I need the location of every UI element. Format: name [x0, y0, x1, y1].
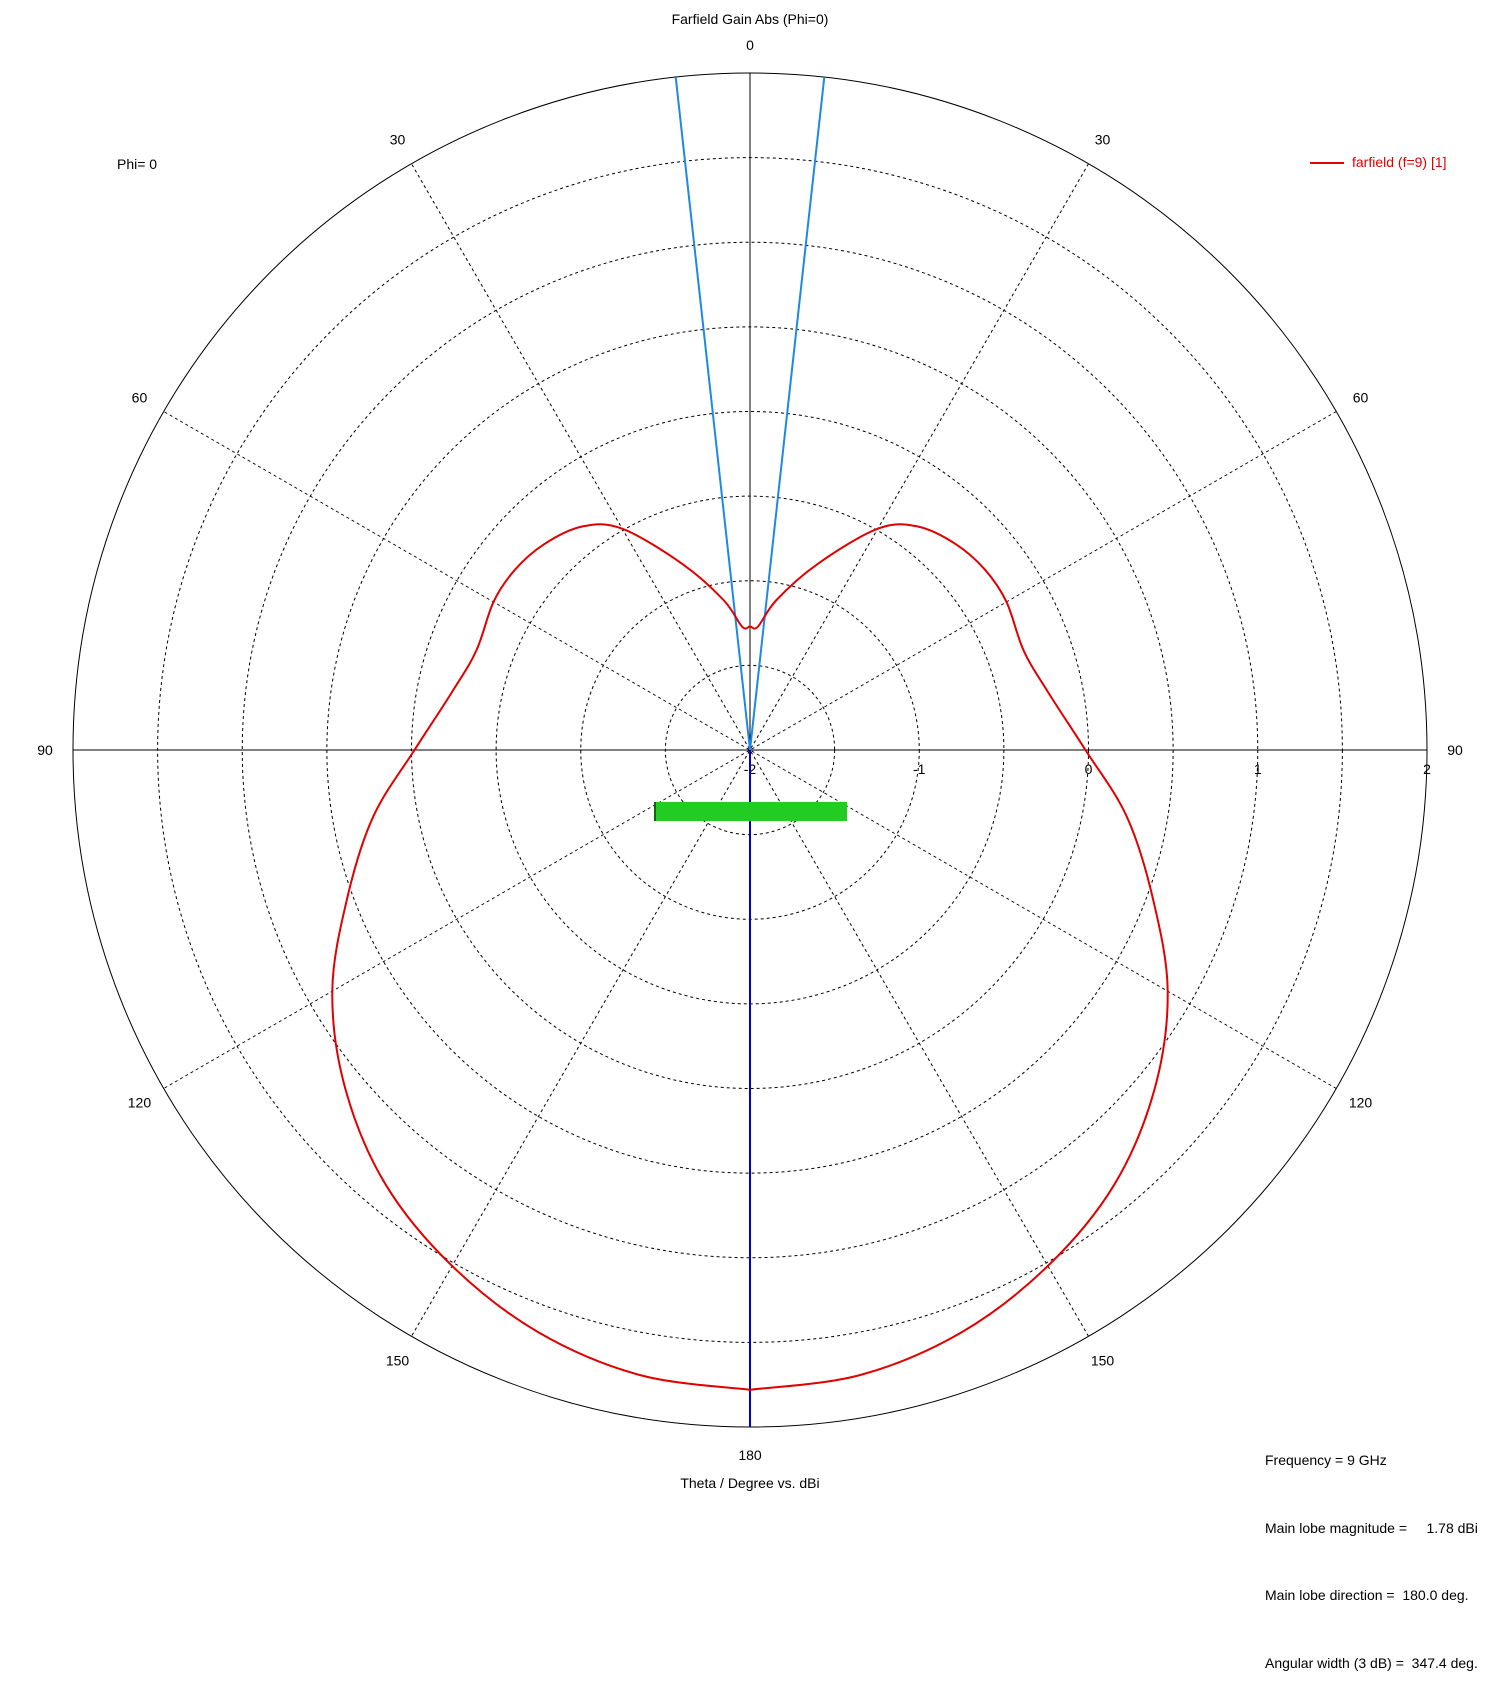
angle-tick-label-10: 60 [132, 390, 148, 406]
info-main-lobe-magnitude: Main lobe magnitude = 1.78 dBi [1265, 1519, 1478, 1536]
angle-tick-label-5: 150 [1091, 1353, 1115, 1369]
chart-title: Farfield Gain Abs (Phi=0) [672, 11, 829, 27]
angle-tick-label-7: 150 [386, 1353, 410, 1369]
angle-tick-label-1: 30 [1095, 131, 1111, 147]
reference-markers [654, 76, 847, 1427]
legend: farfield (f=9) [1] [1310, 154, 1447, 170]
grid-spoke-60 [163, 411, 1337, 1089]
trace-layer [331, 523, 1169, 1391]
angle-tick-label-11: 30 [390, 131, 406, 147]
angle-tick-label-3: 90 [1447, 742, 1463, 758]
info-frequency: Frequency = 9 GHz [1265, 1452, 1387, 1468]
x-axis-label: Theta / Degree vs. dBi [680, 1475, 819, 1491]
angle-tick-label-2: 60 [1353, 390, 1369, 406]
grid-spoke-30 [411, 163, 1089, 1337]
angle-tick-label-0: 0 [746, 37, 754, 53]
info-angular-width: Angular width (3 dB) = 347.4 deg. [1265, 1654, 1478, 1671]
angle-tick-label-8: 120 [128, 1095, 152, 1111]
phi-label: Phi= 0 [117, 156, 158, 172]
info-panel: Frequency = 9 GHz Main lobe magnitude = … [1265, 1404, 1478, 1697]
radial-tick-label-3: 1 [1254, 761, 1262, 777]
radial-tick-label-1: -1 [913, 761, 926, 777]
beamwidth-line-0 [749, 76, 826, 751]
beamwidth-line-1 [674, 76, 751, 751]
angle-tick-label-9: 90 [37, 742, 53, 758]
angle-tick-label-6: 180 [738, 1447, 762, 1463]
farfield-trace [331, 523, 1169, 1391]
grid-spoke-150 [411, 163, 1089, 1337]
legend-entry: farfield (f=9) [1] [1352, 154, 1447, 170]
grid-spoke-120 [163, 411, 1337, 1089]
radial-tick-label-4: 2 [1423, 761, 1431, 777]
angle-tick-label-4: 120 [1349, 1095, 1373, 1111]
legend-swatch [1310, 162, 1344, 165]
main-lobe-marker-bar [655, 802, 847, 821]
info-main-lobe-direction: Main lobe direction = 180.0 deg. [1265, 1587, 1469, 1603]
radial-tick-label-2: 0 [1085, 761, 1093, 777]
